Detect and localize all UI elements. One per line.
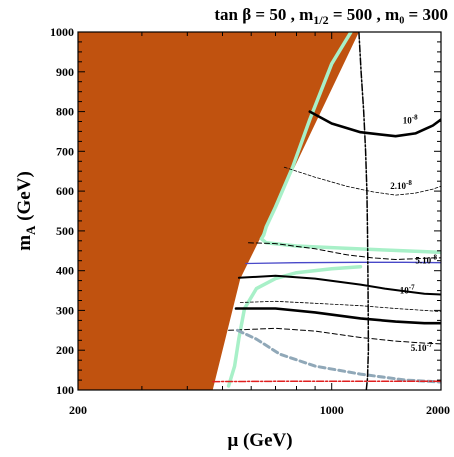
y-tick-label: 1000: [50, 25, 74, 39]
title-sep-2: ,: [372, 5, 385, 24]
y-tick-label: 700: [56, 144, 74, 158]
series-wmap-strip-0: [259, 32, 441, 255]
title-tanb: tan β = 50: [214, 5, 286, 24]
y-axis-title-unit: (GeV): [14, 171, 35, 225]
y-tick-label: 800: [56, 105, 74, 119]
series-layer: [211, 32, 441, 390]
plot-area: [78, 32, 441, 390]
y-tick-label: 300: [56, 303, 74, 317]
title-m12: m: [299, 5, 313, 24]
x-axis-title: μ (GeV): [227, 430, 292, 451]
title-m0: m₀ = 300: [385, 5, 448, 24]
contour-label-exponent: -7: [409, 284, 415, 292]
contour-label-exponent: -8: [412, 114, 418, 122]
series-contour-2: [308, 110, 441, 138]
y-tick-label: 200: [56, 343, 74, 357]
contour-label-base: 5.10: [411, 343, 427, 353]
series-gmu-11: [358, 32, 370, 390]
y-axis-title: mA (GeV): [14, 171, 38, 251]
title-sep-1: ,: [286, 5, 299, 24]
series-bsg-10: [236, 328, 441, 384]
x-tick-label: 200: [69, 403, 87, 417]
series-contour-8: [234, 307, 441, 325]
series-contour-7: [239, 300, 441, 313]
chart-title: tan β = 50 , m1/2 = 500 , m₀ = 300: [214, 5, 448, 27]
x-tick-label: 2000: [426, 403, 450, 417]
contour-label-exponent: -7: [426, 341, 432, 349]
series-contour-4: [248, 242, 441, 260]
y-axis-title-sub: A: [23, 225, 38, 235]
y-tick-label: 600: [56, 184, 74, 198]
y-tick-label: 400: [56, 264, 74, 278]
labels-layer: 10-82.10-85.10-810-75.10-7: [390, 114, 437, 354]
contour-label-2: 5.10-8: [415, 254, 437, 266]
contour-label-4: 5.10-7: [411, 341, 433, 353]
contour-label-exponent: -8: [431, 254, 437, 262]
y-axis-title-main: m: [14, 235, 35, 251]
contour-label-1: 2.10-8: [390, 179, 412, 191]
contour-label-base: 10: [400, 286, 410, 296]
region-excluded-0: [78, 32, 359, 390]
contour-label-base: 5.10: [415, 256, 431, 266]
series-contour-9: [228, 327, 441, 345]
title-m12-sub: 1/2: [313, 13, 328, 27]
ticks-layer: [77, 31, 442, 391]
y-tick-label: 900: [56, 65, 74, 79]
regions-layer: [78, 32, 359, 390]
contour-label-base: 10: [403, 116, 413, 126]
contour-label-base: 2.10: [390, 181, 406, 191]
contour-label-0: 10-8: [403, 114, 418, 126]
y-tick-label: 100: [56, 383, 74, 397]
series-contour-3: [283, 166, 441, 196]
series-wmap-strip-1: [226, 264, 363, 388]
series-contour-6: [237, 274, 441, 296]
y-tick-label: 500: [56, 224, 74, 238]
tick-labels-layer: 100 200 300 400 500 600 700 800 900 1000 200 1000 20…: [50, 25, 450, 417]
contour-label-exponent: -8: [406, 179, 412, 187]
title-m12-value: = 500: [329, 5, 373, 24]
contour-label-3: 10-7: [400, 284, 415, 296]
x-tick-label: 1000: [320, 403, 344, 417]
series-higgs-5: [245, 261, 441, 265]
